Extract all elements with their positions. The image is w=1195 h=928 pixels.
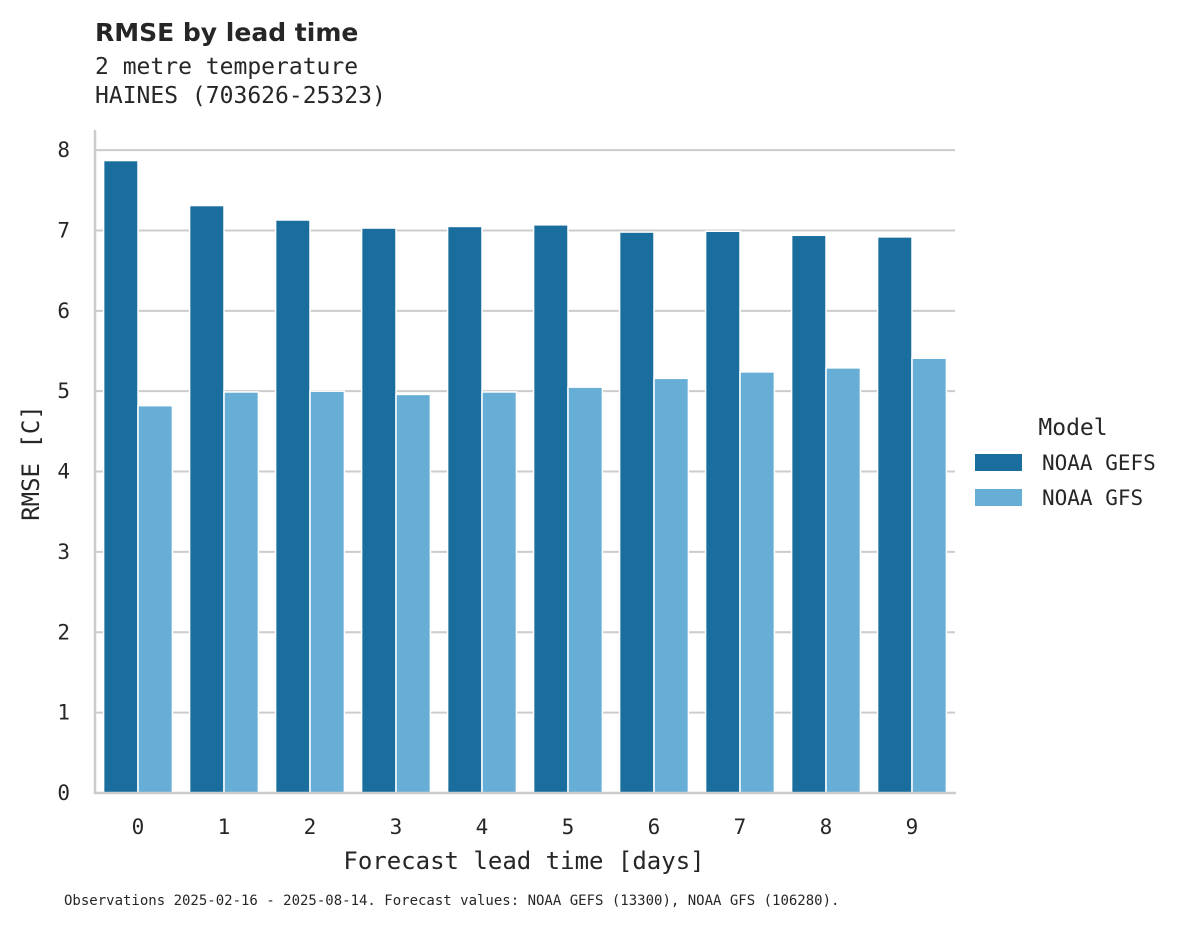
- x-axis-label: Forecast lead time [days]: [343, 847, 704, 875]
- bar: [911, 357, 948, 794]
- chart-subtitle-line-1: 2 metre temperature: [95, 54, 358, 80]
- x-tick-label: 4: [476, 815, 489, 839]
- x-tick-label: 0: [132, 815, 145, 839]
- x-tick-label: 6: [648, 815, 661, 839]
- bar: [653, 377, 690, 794]
- footnote: Observations 2025-02-16 - 2025-08-14. Fo…: [64, 893, 839, 909]
- x-tick-label: 5: [562, 815, 575, 839]
- y-tick-label: 7: [57, 218, 70, 242]
- y-tick-label: 2: [57, 620, 70, 644]
- legend-label: NOAA GFS: [1042, 486, 1143, 510]
- bar: [395, 393, 432, 794]
- bar: [532, 224, 569, 794]
- y-tick-label: 4: [57, 460, 70, 484]
- legend-swatch: [975, 489, 1022, 506]
- chart-subtitle-line-2: HAINES (703626-25323): [95, 83, 386, 109]
- x-tick-label: 8: [820, 815, 833, 839]
- y-tick-label: 3: [57, 540, 70, 564]
- bar: [360, 227, 397, 794]
- y-tick-label: 1: [57, 701, 70, 725]
- x-tick-label: 2: [304, 815, 317, 839]
- bar: [188, 204, 225, 794]
- legend-swatch: [975, 454, 1022, 471]
- bar: [876, 236, 913, 794]
- bar: [137, 404, 174, 794]
- bar: [739, 371, 776, 794]
- chart-title: RMSE by lead time: [95, 18, 358, 47]
- axes: 0 1 2 3 4 5 6 7 8 0 1 2 3 4 5 6 7 8 9: [57, 130, 956, 839]
- x-tick-label: 3: [390, 815, 403, 839]
- bar: [102, 159, 139, 794]
- y-axis-label: RMSE [C]: [17, 405, 45, 521]
- y-tick-label: 6: [57, 299, 70, 323]
- y-tick-label: 5: [57, 379, 70, 403]
- legend-label: NOAA GEFS: [1042, 451, 1156, 475]
- x-tick-label: 7: [734, 815, 747, 839]
- bar: [309, 390, 346, 794]
- bar: [825, 367, 862, 794]
- y-tick-label: 0: [57, 781, 70, 805]
- bar: [704, 230, 741, 794]
- bar: [223, 391, 260, 794]
- y-tick-label: 8: [57, 138, 70, 162]
- legend-title: Model: [1038, 415, 1107, 441]
- x-tick-label: 1: [218, 815, 231, 839]
- bar: [446, 225, 483, 794]
- bar: [481, 391, 518, 794]
- bar: [274, 219, 311, 794]
- bar: [790, 234, 827, 794]
- legend: Model NOAA GEFS NOAA GFS: [975, 415, 1156, 510]
- bars: [102, 159, 948, 794]
- bar: [618, 231, 655, 794]
- bar: [567, 386, 604, 794]
- x-tick-label: 9: [906, 815, 919, 839]
